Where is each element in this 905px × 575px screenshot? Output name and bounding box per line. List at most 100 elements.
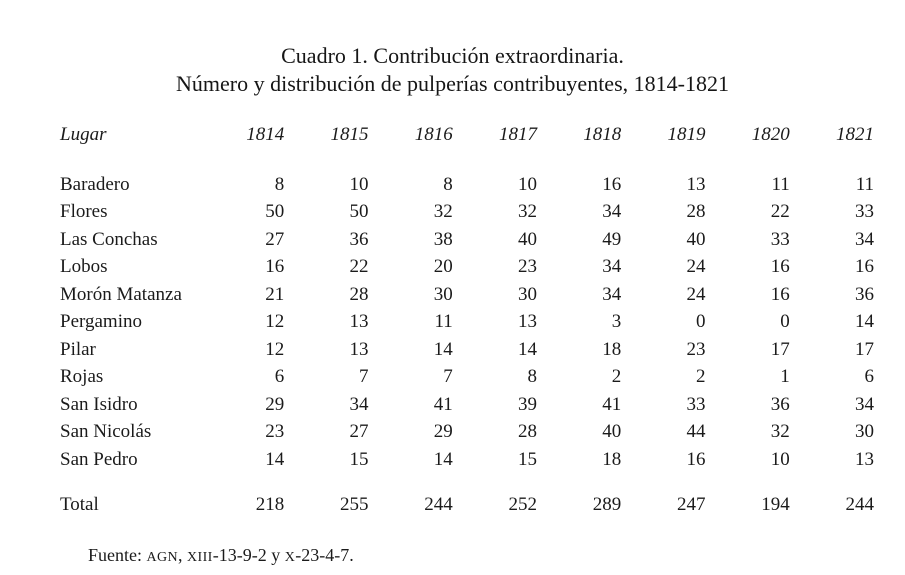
cell-value: 17 [855, 338, 874, 360]
cell-value: 34 [602, 201, 622, 223]
total-label: Total [60, 493, 99, 515]
cell-value: 32 [518, 201, 537, 223]
cell-value: 20 [433, 256, 453, 278]
cell-value: 28 [349, 283, 369, 305]
cell-value: 14 [265, 448, 285, 470]
column-header-year: 1821 [836, 124, 874, 145]
row-label: Lobos [60, 256, 108, 278]
table-row: San Nicolás 23 27 29 28 40 44 32 30 [60, 419, 874, 447]
table-body: Baradero 8 10 8 10 16 13 11 11 Flores 50 50 32 32 34 28… [60, 171, 874, 474]
cell-value: 13 [686, 173, 706, 195]
source-archive-abbr: AGN [146, 549, 179, 565]
cell-value: 40 [602, 421, 622, 443]
cell-value: 8 [443, 173, 453, 195]
cell-value: 34 [602, 283, 622, 305]
table-row: Las Conchas 27 36 38 40 49 40 33 34 [60, 226, 874, 254]
row-label: Las Conchas [60, 228, 158, 250]
column-header-year: 1815 [330, 124, 369, 145]
source-separator: , [178, 544, 188, 565]
cell-value: 16 [602, 173, 622, 195]
pulperias-table: Lugar 1814 1815 1816 1817 1818 1819 1820… [60, 118, 874, 519]
table-row: Pergamino 12 13 11 13 3 0 0 14 [60, 309, 874, 337]
row-label: San Nicolás [60, 421, 152, 443]
table-row: San Isidro 29 34 41 39 41 33 36 34 [60, 391, 874, 419]
cell-value: 28 [518, 421, 537, 443]
cell-value: 49 [602, 228, 622, 250]
cell-value: 24 [686, 283, 706, 305]
total-value: 244 [845, 493, 875, 515]
table-row: Baradero 8 10 8 10 16 13 11 11 [60, 171, 874, 199]
total-value: 252 [508, 493, 538, 515]
cell-value: 36 [349, 228, 369, 250]
column-header-year: 1814 [246, 124, 285, 145]
cell-value: 10 [349, 173, 369, 195]
source-ref1-abbr: XIII [187, 549, 213, 565]
cell-value: 12 [265, 338, 285, 360]
table-row: Lobos 16 22 20 23 34 24 16 16 [60, 254, 874, 282]
table-title: Cuadro 1. Contribución extraordinaria. N… [0, 0, 905, 98]
cell-value: 28 [686, 201, 706, 223]
table-header-row: Lugar 1814 1815 1816 1817 1818 1819 1820… [60, 118, 874, 146]
cell-value: 27 [265, 228, 285, 250]
table-container: Lugar 1814 1815 1816 1817 1818 1819 1820… [60, 118, 905, 519]
table-row: Flores 50 50 32 32 34 28 22 33 [60, 199, 874, 227]
cell-value: 0 [780, 311, 790, 333]
table-title-line1: Cuadro 1. Contribución extraordinaria. [281, 43, 624, 68]
total-value: 218 [255, 493, 285, 515]
cell-value: 7 [359, 366, 369, 388]
cell-value: 8 [527, 366, 538, 388]
cell-value: 34 [855, 228, 874, 250]
cell-value: 22 [770, 201, 790, 223]
cell-value: 50 [265, 201, 285, 223]
column-header-year: 1816 [414, 124, 453, 145]
body-total-spacer [60, 474, 874, 491]
cell-value: 15 [349, 448, 369, 470]
cell-value: 40 [686, 228, 706, 250]
cell-value: 6 [864, 366, 875, 388]
table-row: Morón Matanza 21 28 30 30 34 24 16 36 [60, 281, 874, 309]
cell-value: 14 [518, 338, 537, 360]
cell-value: 33 [770, 228, 790, 250]
row-label: Flores [60, 201, 108, 223]
cell-value: 7 [443, 366, 453, 388]
cell-value: 21 [265, 283, 285, 305]
cell-value: 41 [602, 393, 622, 415]
cell-value: 34 [349, 393, 369, 415]
cell-value: 30 [518, 283, 537, 305]
cell-value: 6 [274, 366, 285, 388]
row-label: Pilar [60, 338, 96, 360]
cell-value: 13 [349, 311, 369, 333]
total-row: Total 218 255 244 252 289 247 194 244 [60, 491, 874, 519]
column-header-year: 1819 [667, 124, 706, 145]
cell-value: 36 [770, 393, 790, 415]
cell-value: 15 [518, 448, 537, 470]
cell-value: 11 [434, 311, 453, 333]
total-value: 289 [592, 493, 622, 515]
cell-value: 33 [855, 201, 874, 223]
cell-value: 16 [686, 448, 706, 470]
cell-value: 10 [518, 173, 537, 195]
table-row: San Pedro 14 15 14 15 18 16 10 13 [60, 446, 874, 474]
cell-value: 14 [855, 311, 874, 333]
cell-value: 39 [518, 393, 537, 415]
row-label: Baradero [60, 173, 130, 195]
cell-value: 34 [855, 393, 874, 415]
cell-value: 2 [611, 366, 622, 388]
table-row: Rojas 6 7 7 8 2 2 1 6 [60, 364, 874, 392]
cell-value: 27 [349, 421, 369, 443]
cell-value: 34 [602, 256, 622, 278]
total-value: 244 [424, 493, 453, 515]
row-label: Morón Matanza [60, 283, 182, 305]
total-value: 255 [340, 493, 369, 515]
cell-value: 36 [855, 283, 874, 305]
cell-value: 18 [602, 448, 622, 470]
source-prefix: Fuente: [88, 544, 147, 565]
cell-value: 29 [265, 393, 285, 415]
cell-value: 30 [855, 421, 874, 443]
cell-value: 23 [265, 421, 285, 443]
row-label: Pergamino [60, 311, 142, 333]
column-header-year: 1817 [499, 124, 537, 145]
cell-value: 29 [433, 421, 453, 443]
column-header-year: 1818 [583, 124, 622, 145]
cell-value: 13 [349, 338, 369, 360]
